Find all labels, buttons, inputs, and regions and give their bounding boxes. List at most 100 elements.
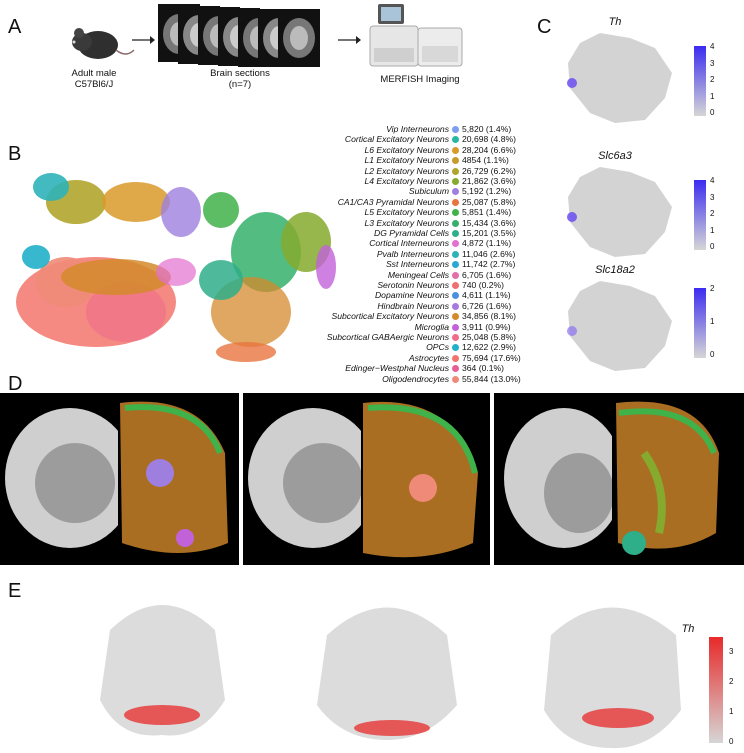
legend-value: 740 (0.2%) (462, 280, 505, 290)
colorbar-tick: 4 (710, 42, 715, 51)
legend-item: OPCs 12,622 (2.9%) (338, 342, 538, 354)
legend-dot (452, 219, 459, 227)
legend-item: Microglia 3,911 (0.9%) (338, 322, 538, 334)
legend-value: 11,742 (2.7%) (462, 259, 516, 270)
feature-title-slc6a3: Slc6a3 (598, 150, 632, 162)
legend-item: Subcortical Excitatory Neurons 34,856 (8.… (332, 311, 538, 323)
brain-sections-stack (158, 4, 320, 67)
panel-label-b: B (8, 143, 22, 165)
legend-label: Pvalb Interneurons (376, 248, 449, 259)
legend-dot (452, 313, 459, 321)
legend-label: Astrocytes (408, 352, 449, 363)
legend-item: Cortical Interneurons 4,872 (1.1%) (338, 238, 538, 250)
legend-item: Pvalb Interneurons 11,046 (2.6%) (338, 249, 538, 261)
th-section-2 (317, 607, 457, 740)
legend-value: 75,694 (17.6%) (462, 352, 521, 363)
legend-label: L2 Excitatory Neurons (364, 165, 449, 176)
arrow-icon (132, 36, 155, 44)
legend-item: L1 Excitatory Neurons 4854 (1.1%) (338, 155, 538, 167)
colorbar-tick: 0 (729, 737, 734, 746)
feature-title-slc18a2: Slc18a2 (595, 264, 635, 276)
legend-label: L5 Excitatory Neurons (364, 207, 449, 218)
legend-dot (452, 261, 459, 269)
colorbar-slc6a3 (694, 180, 706, 250)
umap-plot (16, 173, 336, 362)
legend-dot (452, 354, 459, 362)
colorbar-th-e (709, 637, 723, 743)
colorbar-tick: 0 (710, 242, 715, 251)
sections-label-line1: Brain sections (210, 68, 270, 79)
legend-dot (452, 188, 459, 196)
legend-label: Meningeal Cells (387, 269, 449, 280)
panel-label-a: A (8, 16, 22, 38)
legend-value: 21,862 (3.6%) (462, 176, 516, 186)
legend-dot (452, 157, 459, 165)
legend-dot (452, 250, 459, 258)
legend-label: Cortical Interneurons (369, 238, 449, 249)
legend-value: 6,705 (1.6%) (462, 269, 512, 280)
legend-dot (452, 323, 459, 331)
legend-label: Oligodendrocytes (382, 373, 449, 384)
panel-label-c: C (537, 16, 552, 38)
legend-value: 15,201 (3.5%) (462, 228, 516, 238)
feature-umap-slc18a2 (567, 281, 672, 371)
legend-value: 34,856 (8.1%) (462, 311, 516, 322)
legend-label: Sst Interneurons (385, 259, 449, 270)
legend-item: L4 Excitatory Neurons 21,862 (3.6%) (338, 176, 538, 188)
legend-label: L4 Excitatory Neurons (364, 176, 449, 186)
feature-title-th-e: Th (681, 623, 695, 635)
legend-label: Microglia (414, 321, 449, 332)
mouse-label-line2: C57Bl6/J (74, 79, 114, 90)
legend-dot (452, 292, 459, 300)
legend-label: L1 Excitatory Neurons (364, 155, 449, 166)
brain-section-image-1 (0, 393, 239, 565)
legend-item: Sst Interneurons 11,742 (2.7%) (338, 259, 538, 271)
legend-label: Dopamine Neurons (374, 290, 449, 301)
legend-label: Vip Interneurons (386, 124, 449, 134)
th-section-1 (100, 605, 225, 748)
legend-label: L3 Excitatory Neurons (364, 217, 449, 228)
legend-item: L6 Excitatory Neurons 28,204 (6.6%) (338, 145, 538, 157)
colorbar-tick: 3 (729, 647, 734, 656)
colorbar-tick: 1 (729, 707, 734, 716)
legend-value: 4854 (1.1%) (462, 155, 509, 166)
colorbar-tick: 2 (710, 209, 715, 218)
legend-dot (452, 126, 459, 133)
legend-item: Subiculum 5,192 (1.2%) (338, 186, 538, 198)
legend-label: OPCs (426, 342, 449, 353)
colorbar-tick: 3 (710, 192, 715, 202)
legend-value: 25,087 (5.8%) (462, 196, 516, 207)
colorbar-tick: 2 (729, 677, 734, 686)
colorbar-tick: 1 (710, 225, 715, 235)
legend-item: Meningeal Cells 6,705 (1.6%) (338, 270, 538, 282)
legend-item: Dopamine Neurons 4,611 (1.1%) (338, 290, 538, 302)
brain-section-image-3 (494, 393, 744, 565)
colorbar-tick: 1 (710, 91, 715, 101)
colorbar-tick: 2 (710, 284, 715, 293)
legend-item: Serotonin Neurons 740 (0.2%) (338, 280, 538, 292)
legend-label: CA1/CA3 Pyramidal Neurons (337, 196, 449, 207)
legend-item: Oligodendrocytes 55,844 (13.0%) (338, 374, 538, 386)
legend-dot (452, 240, 459, 248)
feature-umap-th (567, 33, 672, 123)
legend-value: 28,204 (6.6%) (462, 144, 516, 155)
legend-dot (452, 365, 459, 373)
legend-label: Subcortical GABAergic Neurons (326, 332, 449, 342)
brain-section-image-2 (243, 393, 490, 565)
legend-item: L3 Excitatory Neurons 15,434 (3.6%) (338, 218, 538, 230)
colorbar-tick: 1 (710, 317, 715, 326)
feature-umap-slc6a3 (567, 167, 672, 257)
legend-dot (452, 334, 459, 341)
colorbar-tick: 2 (710, 75, 715, 84)
legend-value: 6,726 (1.6%) (462, 300, 512, 311)
legend-label: Hindbrain Neurons (377, 300, 449, 311)
legend-label: Serotonin Neurons (377, 280, 449, 290)
legend-dot (452, 167, 459, 175)
merfish-instrument (369, 4, 463, 67)
legend-item: DG Pyramidal Cells 15,201 (3.5%) (338, 228, 538, 240)
legend-item: L5 Excitatory Neurons 5,851 (1.4%) (338, 207, 538, 219)
colorbar-tick: 4 (710, 176, 715, 185)
legend-value: 20,698 (4.8%) (462, 134, 516, 145)
legend-value: 4,611 (1.1%) (462, 290, 511, 301)
legend-value: 364 (0.1%) (462, 363, 505, 374)
